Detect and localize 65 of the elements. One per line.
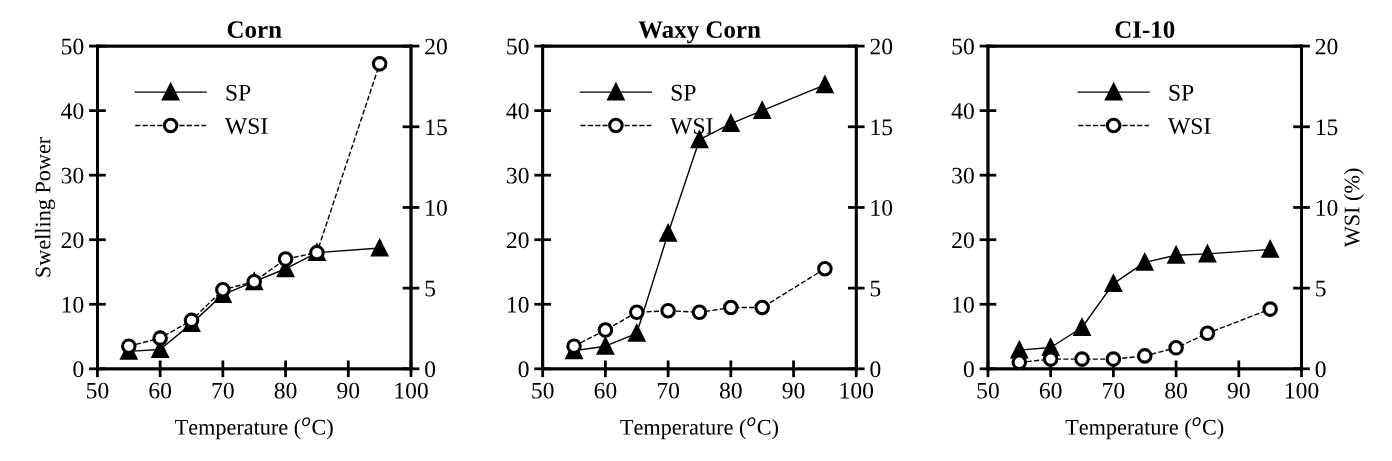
y2-tick-label: 0 — [1315, 361, 1326, 378]
y2-tick-label: 5 — [870, 280, 881, 297]
legend-label: WSI — [224, 118, 268, 135]
y2-tick-label: 20 — [425, 38, 447, 55]
y2-tick-label: 20 — [1315, 38, 1338, 55]
y-tick-label: 0 — [518, 361, 529, 378]
x-tick-label: 100 — [840, 382, 874, 399]
y-axis-title: Swelling Power — [34, 136, 56, 277]
x-tick-label: 70 — [657, 382, 680, 399]
y2-tick-label: 10 — [1316, 199, 1338, 216]
y-tick-label: 30 — [61, 167, 84, 184]
x-tick-label: 50 — [977, 382, 999, 399]
y2-tick-label: 10 — [871, 199, 893, 216]
y2-tick-label: 0 — [425, 361, 436, 378]
x-axis-title: Temperature ($^{o}$C) — [1065, 417, 1224, 440]
y-tick-label: 40 — [951, 103, 974, 120]
x-tick-label: 100 — [395, 382, 428, 399]
y-tick-label: 10 — [507, 296, 529, 313]
x-tick-label: 50 — [87, 382, 109, 399]
x-tick-label: 50 — [532, 382, 554, 399]
y2-tick-label: 15 — [426, 119, 447, 136]
y-tick-label: 40 — [61, 103, 84, 120]
y-tick-label: 0 — [963, 361, 974, 378]
y-tick-label: 10 — [953, 296, 974, 313]
x-tick-label: 60 — [1039, 382, 1062, 399]
x-axis-title: Temperature ($^{o}$C) — [175, 417, 333, 440]
y2-tick-label: 20 — [870, 38, 893, 55]
y2-tick-label: 0 — [870, 361, 881, 378]
x-tick-label: 80 — [274, 382, 297, 399]
legend-label: SP — [226, 84, 251, 101]
chart-title: Corn — [227, 21, 282, 39]
legend-label: WSI — [1167, 118, 1211, 135]
y2-tick-label: 10 — [426, 199, 447, 216]
chart-title: Waxy Corn — [638, 21, 761, 44]
y-tick-label: 20 — [61, 232, 84, 249]
x-tick-label: 80 — [1165, 382, 1187, 399]
y-tick-label: 30 — [507, 167, 529, 184]
chart-title: CI-10 — [1115, 21, 1175, 39]
legend-label: SP — [1169, 84, 1194, 101]
y2-axis-title: WSI (%) — [1343, 168, 1365, 248]
x-tick-label: 80 — [719, 382, 742, 399]
x-tick-label: 70 — [212, 382, 234, 399]
y-tick-label: 20 — [506, 232, 529, 249]
y-tick-label: 50 — [62, 38, 84, 55]
y2-tick-label: 15 — [871, 119, 893, 136]
y2-tick-label: 5 — [1316, 280, 1326, 297]
legend-label: SP — [671, 84, 696, 101]
y-tick-label: 0 — [73, 361, 84, 378]
x-axis-title: Temperature ($^{o}$C) — [620, 417, 778, 440]
y-tick-label: 50 — [507, 38, 529, 55]
legend-label: WSI — [670, 118, 713, 135]
y-tick-label: 50 — [952, 38, 974, 55]
y-tick-label: 40 — [506, 103, 529, 120]
y-tick-label: 20 — [952, 232, 974, 249]
x-tick-label: 60 — [594, 382, 617, 399]
y2-tick-label: 5 — [425, 280, 436, 297]
x-tick-label: 90 — [337, 382, 360, 399]
y-tick-label: 10 — [62, 296, 84, 313]
y-tick-label: 30 — [952, 167, 974, 184]
x-tick-label: 100 — [1285, 382, 1319, 399]
x-tick-label: 90 — [782, 382, 805, 399]
x-tick-label: 90 — [1227, 382, 1250, 399]
y2-tick-label: 15 — [1316, 119, 1338, 136]
x-tick-label: 60 — [149, 382, 172, 399]
x-tick-label: 70 — [1103, 382, 1125, 399]
